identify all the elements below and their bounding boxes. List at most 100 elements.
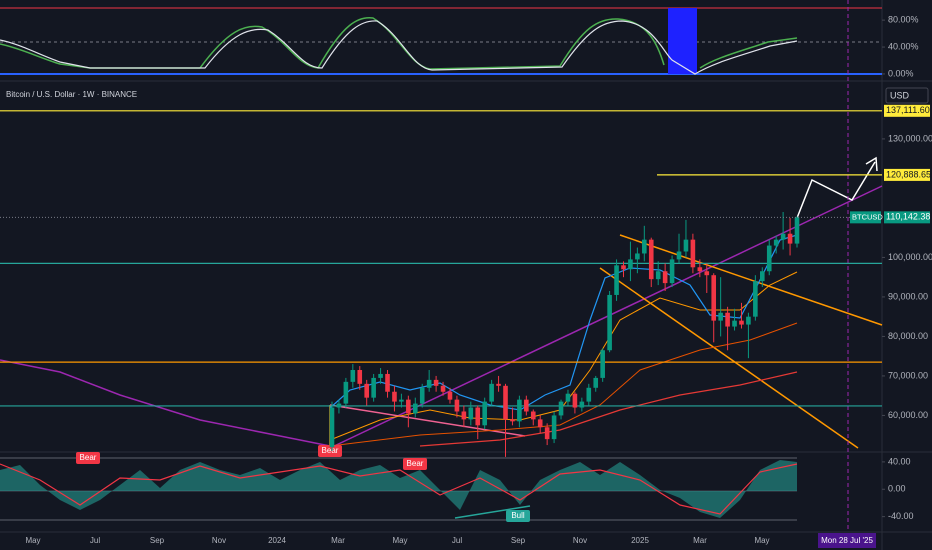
candle-body (329, 407, 335, 448)
x-tick-label: Nov (573, 536, 587, 545)
candle-body (489, 383, 494, 402)
candle-body (364, 383, 370, 398)
candle-body (718, 312, 723, 321)
candle-body (350, 370, 356, 382)
candle-body (503, 385, 508, 420)
candle-body (642, 239, 647, 254)
signal-box (76, 452, 100, 464)
price-level-label: 120,888.65 (886, 169, 931, 179)
candle-body (669, 259, 675, 284)
candle-body (524, 399, 529, 412)
channel-line (619, 234, 883, 326)
symbol-title: Bitcoin / U.S. Dollar · 1W · BINANCE (6, 90, 137, 99)
candle-body (475, 407, 481, 426)
x-tick-label: 2024 (268, 536, 286, 545)
candle-body (600, 350, 605, 378)
y-tick-label: 100,000.00 (888, 252, 932, 262)
y-tick-label: 80,000.00 (888, 331, 928, 341)
candle-body (683, 239, 689, 252)
candle-body (378, 373, 383, 378)
candle-body (621, 265, 626, 270)
moving-average (329, 271, 798, 441)
candle-body (406, 399, 411, 414)
candle-body (628, 259, 633, 270)
y-tick-label: 60,000.00 (888, 410, 928, 420)
x-tick-label: Jul (90, 536, 100, 545)
x-tick-label: Sep (150, 536, 165, 545)
signal-label: Bear (80, 453, 97, 462)
projection-arrow (796, 156, 878, 219)
candle-body (517, 399, 522, 422)
candle-body (704, 271, 710, 276)
x-tick-label: Sep (511, 536, 526, 545)
candle-body (780, 233, 786, 240)
candle-body (711, 275, 717, 321)
candle-body (558, 401, 564, 416)
candle-body (454, 399, 460, 412)
candle-body (579, 401, 585, 408)
signal-box (506, 510, 530, 522)
candle-body (676, 251, 682, 260)
candle-body (537, 419, 543, 428)
candle-body (739, 320, 744, 325)
channel-line (599, 267, 859, 449)
candle-body (412, 403, 418, 414)
currency: USD (890, 90, 910, 100)
y-tick-label: 130,000.00 (888, 133, 932, 143)
candle-body (725, 312, 730, 327)
candle-body (662, 271, 668, 284)
candle-body (482, 401, 487, 426)
candle-body (433, 379, 439, 386)
signal-label: Bear (407, 459, 424, 468)
candle-body (766, 245, 772, 272)
crosshair-date-box (818, 533, 876, 548)
moving-average (0, 359, 331, 447)
price-level-box (884, 168, 930, 181)
candle-body (697, 267, 703, 272)
candle-body (357, 370, 363, 384)
candle-body (635, 253, 640, 260)
candle-body (551, 415, 557, 440)
candle-body (399, 399, 404, 402)
x-tick-label: May (754, 536, 769, 545)
candle-body (426, 379, 432, 388)
y-tick-label: 70,000.00 (888, 370, 928, 380)
candle-body (732, 320, 737, 327)
candle-body (607, 294, 612, 351)
candle-body (746, 316, 751, 325)
candle-body (530, 411, 536, 420)
candle-body (371, 377, 376, 398)
signal-label: Bear (322, 446, 339, 455)
crosshair-date: Mon 28 Jul '25 (821, 536, 873, 545)
currency-box[interactable] (885, 87, 929, 104)
candle-body (447, 391, 453, 400)
stoch-d-line (0, 20, 798, 75)
signal-label: Bull (511, 511, 525, 520)
price-level-box (884, 104, 930, 117)
x-tick-label: May (392, 536, 407, 545)
y-tick-label: 90,000.00 (888, 291, 928, 301)
candle-body (336, 403, 342, 408)
y-tick-label: 40.00% (888, 41, 919, 51)
y-tick-label: 40.00 (888, 456, 911, 466)
moving-average (419, 371, 798, 447)
candle-body (510, 419, 515, 422)
moving-average (329, 322, 798, 447)
candle-body (385, 373, 390, 392)
osc-line (0, 463, 798, 515)
candle-body (773, 239, 779, 246)
candle-body (565, 393, 571, 402)
candle-body (496, 383, 501, 386)
candle-body (392, 391, 397, 402)
signal-box (403, 458, 427, 470)
candle-body (753, 281, 758, 317)
last-price-symbol: BTCUSD (852, 212, 883, 221)
signal-box (318, 445, 342, 457)
divergence-line (454, 505, 531, 519)
x-tick-label: Nov (212, 536, 226, 545)
last-price-box (884, 211, 930, 224)
candle-body (690, 239, 696, 268)
osc-area (0, 460, 797, 518)
x-tick-label: Mar (331, 536, 345, 545)
